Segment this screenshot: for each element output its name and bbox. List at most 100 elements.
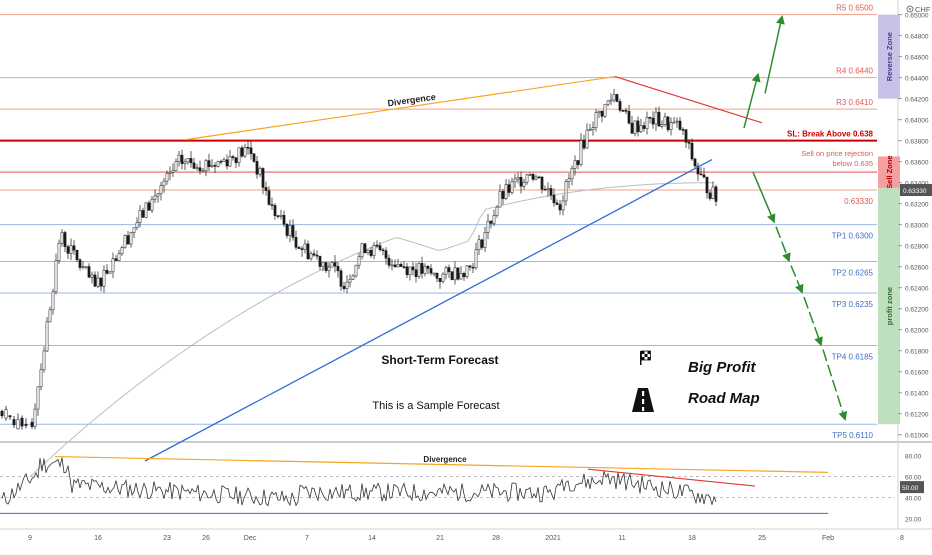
level-label: 0.63330	[844, 197, 873, 206]
osc-tick-label: 80.00	[905, 454, 922, 461]
candle-body	[201, 170, 205, 173]
candle-body	[585, 129, 589, 149]
candle-body	[165, 173, 169, 182]
candle-body	[333, 262, 337, 267]
price-tick-label: 0.63200	[905, 202, 929, 209]
candle-body	[282, 215, 286, 225]
candle-body	[270, 204, 274, 206]
ma-line	[29, 182, 714, 478]
candle-body	[522, 181, 526, 187]
candle-body	[645, 117, 649, 129]
candle-body	[594, 112, 598, 128]
candle-body	[78, 259, 82, 268]
candle-body	[159, 185, 163, 195]
price-tick-label: 0.61200	[905, 412, 929, 419]
candle-body	[183, 161, 187, 164]
price-tick-label: 0.63800	[905, 139, 929, 146]
candle-body	[90, 274, 94, 278]
price-tick-label: 0.64600	[905, 55, 929, 62]
candle-body	[51, 291, 55, 311]
candle-body	[600, 110, 604, 117]
candle-body	[4, 409, 8, 419]
price-tick-label: 0.61400	[905, 391, 929, 398]
candle-body	[147, 202, 151, 211]
sell-label-line-2: below 0.635	[833, 159, 873, 168]
candle-body	[72, 245, 76, 251]
forecast-arrow-up	[743, 72, 761, 129]
candle-body	[66, 246, 70, 254]
candle-body	[237, 147, 241, 164]
candle-body	[504, 184, 508, 199]
time-tick-label: 26	[202, 535, 210, 542]
candle-body	[561, 200, 565, 211]
candle-body	[357, 256, 361, 266]
candle-body	[246, 146, 250, 149]
candle-body	[372, 244, 376, 256]
forecast-arrow-down	[790, 265, 804, 294]
currency-label: CHF	[915, 5, 931, 14]
forecast-subtitle: This is a Sample Forecast	[372, 400, 499, 412]
candle-body	[210, 165, 214, 167]
gear-icon[interactable]	[906, 5, 914, 13]
candle-body	[177, 154, 181, 162]
checkered-flag-icon	[640, 350, 651, 365]
candle-body	[387, 257, 391, 266]
candle-body	[123, 235, 127, 248]
candle-body	[570, 168, 574, 180]
candle-body	[114, 258, 118, 261]
osc-divergence-line	[54, 455, 829, 473]
time-tick-label: Dec	[244, 535, 257, 542]
candle-body	[345, 281, 349, 289]
candle-body	[603, 103, 607, 117]
osc-current-text: 50.00	[902, 485, 919, 492]
candle-body	[516, 176, 520, 180]
candle-body	[501, 191, 505, 199]
candle-body	[30, 421, 34, 427]
candle-body	[693, 158, 697, 167]
candle-body	[432, 272, 436, 275]
zone-bars: Reverse Zone Sell Zone profit zone	[878, 14, 900, 425]
candle-body	[375, 244, 379, 247]
candle-body	[591, 127, 595, 130]
candle-body	[180, 154, 184, 164]
candle-body	[381, 249, 385, 252]
time-tick-label: 21	[436, 535, 444, 542]
time-tick-label: 7	[305, 535, 309, 542]
candle-body	[330, 262, 334, 268]
candle-body	[708, 192, 712, 199]
candle-body	[471, 266, 475, 269]
forecast-arrow-down	[752, 171, 776, 224]
candle-body	[669, 122, 673, 131]
candle-body	[327, 266, 331, 271]
candle-body	[630, 122, 634, 134]
candle-body	[453, 267, 457, 281]
candle-body	[627, 111, 631, 124]
candle-body	[465, 265, 469, 278]
candle-body	[288, 225, 292, 236]
zone-bar	[878, 156, 900, 188]
level-label: TP2 0.6265	[832, 268, 874, 277]
candle-body	[96, 277, 100, 287]
candle-body	[690, 142, 694, 160]
candle-body	[438, 278, 442, 282]
candle-body	[315, 254, 319, 257]
candle-body	[369, 249, 373, 256]
candle-body	[222, 159, 226, 162]
candle-body	[174, 161, 178, 171]
osc-tick-label: 40.00	[905, 496, 922, 503]
candle-body	[675, 120, 679, 123]
current-price-text: 0.63330	[903, 188, 927, 195]
candle-body	[534, 176, 538, 180]
candle-body	[102, 269, 106, 287]
candle-body	[525, 174, 529, 183]
candle-body	[582, 140, 586, 149]
zone-label: Sell Zone	[885, 155, 894, 188]
candle-body	[138, 210, 142, 223]
candle-body	[405, 266, 409, 275]
candle-body	[0, 410, 4, 417]
candle-body	[705, 176, 709, 194]
candle-body	[495, 206, 499, 216]
osc-tick-label: 20.00	[905, 517, 922, 524]
candle-body	[660, 124, 664, 127]
